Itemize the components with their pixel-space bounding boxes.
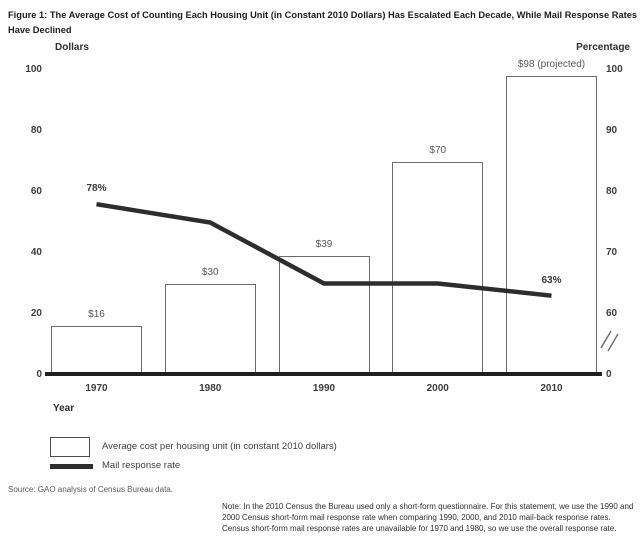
figure-title: Figure 1: The Average Cost of Counting E… xyxy=(8,10,638,35)
x-tick-1990: 1990 xyxy=(312,383,336,394)
left-axis-tick-60: 60 xyxy=(30,186,42,197)
legend-label-response-rate: Mail response rate xyxy=(102,460,181,471)
right-axis-title: Percentage xyxy=(576,42,630,53)
bar-2000 xyxy=(392,161,484,375)
bar-value-label-2000: $70 xyxy=(429,144,447,156)
left-axis-tick-40: 40 xyxy=(30,247,42,258)
left-axis-tick-0: 0 xyxy=(36,369,42,380)
bar-1970 xyxy=(51,326,142,375)
left-axis-title: Dollars xyxy=(55,42,89,53)
x-axis-baseline xyxy=(45,372,602,376)
right-axis-tick-80: 80 xyxy=(606,186,618,197)
bar-value-label-1970: $16 xyxy=(88,309,105,321)
left-axis-tick-80: 80 xyxy=(30,125,42,136)
right-axis-tick-90: 90 xyxy=(606,125,618,136)
bar-2010 xyxy=(506,76,597,375)
x-tick-1980: 1980 xyxy=(199,383,222,394)
bar-1980 xyxy=(164,283,256,375)
x-tick-1970: 1970 xyxy=(85,383,108,394)
legend-label-cost: Average cost per housing unit (in consta… xyxy=(102,441,337,452)
axis-break-icon xyxy=(600,330,619,352)
left-axis-tick-20: 20 xyxy=(30,308,42,319)
line-value-label-2010: 63% xyxy=(541,274,562,286)
legend-line-swatch xyxy=(50,464,93,469)
right-axis-tick-0: 0 xyxy=(606,369,612,380)
right-axis-tick-70: 70 xyxy=(606,247,618,258)
right-axis-tick-100: 100 xyxy=(606,64,623,75)
bar-value-label-1980: $30 xyxy=(201,266,219,278)
note-text: Note: In the 2010 Census the Bureau used… xyxy=(222,502,634,533)
source-text: Source: GAO analysis of Census Bureau da… xyxy=(8,485,173,494)
bar-value-label-2010: $98 (projected) xyxy=(517,59,586,71)
legend-bar-swatch xyxy=(50,437,90,457)
line-value-label-1970: 78% xyxy=(86,183,107,195)
left-axis-tick-100: 100 xyxy=(25,64,42,75)
x-tick-2000: 2000 xyxy=(426,383,449,394)
bar-value-label-1990: $39 xyxy=(315,239,333,251)
x-tick-2010: 2010 xyxy=(540,383,563,394)
x-axis-title: Year xyxy=(53,403,75,414)
right-axis-tick-60: 60 xyxy=(606,308,618,319)
